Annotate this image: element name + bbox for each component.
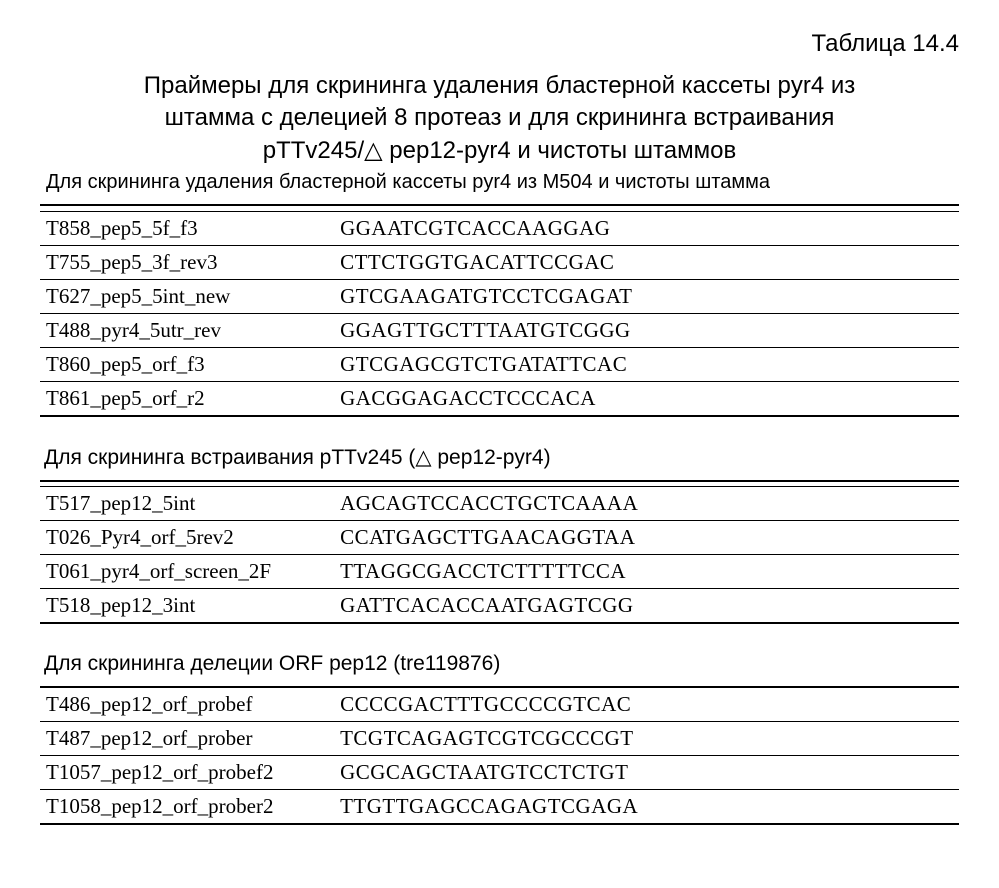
title-line3: pTTv245/△ pep12-pyr4 и чистоты штаммов (263, 137, 736, 164)
primer-sequence: GATTCACACCAATGAGTCGG (334, 589, 959, 624)
primer-name: T1057_pep12_orf_probef2 (40, 756, 334, 790)
primer-sequence: TCGTCAGAGTCGTCGCCCGT (334, 722, 959, 756)
primer-sequence: GTCGAAGATGTCCTCGAGAT (334, 279, 959, 313)
primer-name: T486_pep12_orf_probef (40, 687, 334, 722)
table-row: T627_pep5_5int_new GTCGAAGATGTCCTCGAGAT (40, 279, 959, 313)
primer-table-1: T858_pep5_5f_f3 GGAATCGTCACCAAGGAG T755_… (40, 204, 959, 417)
table-row: T1057_pep12_orf_probef2 GCGCAGCTAATGTCCT… (40, 756, 959, 790)
primer-name: T487_pep12_orf_prober (40, 722, 334, 756)
primer-sequence: AGCAGTCCACCTGCTCAAAA (334, 487, 959, 521)
primer-sequence: GACGGAGACCTCCCACA (334, 381, 959, 416)
table-row: T861_pep5_orf_r2 GACGGAGACCTCCCACA (40, 381, 959, 416)
primer-name: T517_pep12_5int (40, 487, 334, 521)
primer-name: T860_pep5_orf_f3 (40, 347, 334, 381)
table-row: T486_pep12_orf_probef CCCCGACTTTGCCCCGTC… (40, 687, 959, 722)
primer-sequence: GGAGTTGCTTTAATGTCGGG (334, 313, 959, 347)
table-row: T488_pyr4_5utr_rev GGAGTTGCTTTAATGTCGGG (40, 313, 959, 347)
primer-name: T488_pyr4_5utr_rev (40, 313, 334, 347)
primer-name: T861_pep5_orf_r2 (40, 381, 334, 416)
table-row: T061_pyr4_orf_screen_2F TTAGGCGACCTCTTTT… (40, 555, 959, 589)
primer-sequence: GTCGAGCGTCTGATATTCAC (334, 347, 959, 381)
primer-name: T627_pep5_5int_new (40, 279, 334, 313)
primer-sequence: CCATGAGCTTGAACAGGTAA (334, 521, 959, 555)
primer-sequence: TTGTTGAGCCAGAGTCGAGA (334, 790, 959, 825)
table-row: T1058_pep12_orf_prober2 TTGTTGAGCCAGAGTC… (40, 790, 959, 825)
table-row: T858_pep5_5f_f3 GGAATCGTCACCAAGGAG (40, 211, 959, 245)
primer-table-2: T517_pep12_5int AGCAGTCCACCTGCTCAAAA T02… (40, 480, 959, 625)
table-row: T860_pep5_orf_f3 GTCGAGCGTCTGATATTCAC (40, 347, 959, 381)
primer-sequence: CCCCGACTTTGCCCCGTCAC (334, 687, 959, 722)
primer-name: T518_pep12_3int (40, 589, 334, 624)
table-row: T487_pep12_orf_prober TCGTCAGAGTCGTCGCCC… (40, 722, 959, 756)
title-line1: Праймеры для скрининга удаления бластерн… (144, 72, 856, 99)
table-label: Таблица 14.4 (40, 30, 959, 58)
primer-name: T755_pep5_3f_rev3 (40, 245, 334, 279)
table-row: T026_Pyr4_orf_5rev2 CCATGAGCTTGAACAGGTAA (40, 521, 959, 555)
primer-sequence: TTAGGCGACCTCTTTTTCCA (334, 555, 959, 589)
table-row: T755_pep5_3f_rev3 CTTCTGGTGACATTCCGAC (40, 245, 959, 279)
primer-sequence: GCGCAGCTAATGTCCTCTGT (334, 756, 959, 790)
primer-name: T1058_pep12_orf_prober2 (40, 790, 334, 825)
primer-name: T026_Pyr4_orf_5rev2 (40, 521, 334, 555)
primer-sequence: CTTCTGGTGACATTCCGAC (334, 245, 959, 279)
section2-header: Для скрининга встраивания pTTv245 (△ pep… (40, 445, 959, 470)
title-line2: штамма с делецией 8 протеаз и для скрини… (165, 104, 835, 131)
primer-table-3: T486_pep12_orf_probef CCCCGACTTTGCCCCGTC… (40, 686, 959, 825)
title: Праймеры для скрининга удаления бластерн… (40, 70, 959, 167)
table-row: T517_pep12_5int AGCAGTCCACCTGCTCAAAA (40, 487, 959, 521)
table-row: T518_pep12_3int GATTCACACCAATGAGTCGG (40, 589, 959, 624)
section3-header: Для скрининга делеции ORF pep12 (tre1198… (40, 652, 959, 676)
primer-name: T858_pep5_5f_f3 (40, 211, 334, 245)
primer-sequence: GGAATCGTCACCAAGGAG (334, 211, 959, 245)
subtitle: Для скрининга удаления бластерной кассет… (40, 171, 959, 194)
primer-name: T061_pyr4_orf_screen_2F (40, 555, 334, 589)
